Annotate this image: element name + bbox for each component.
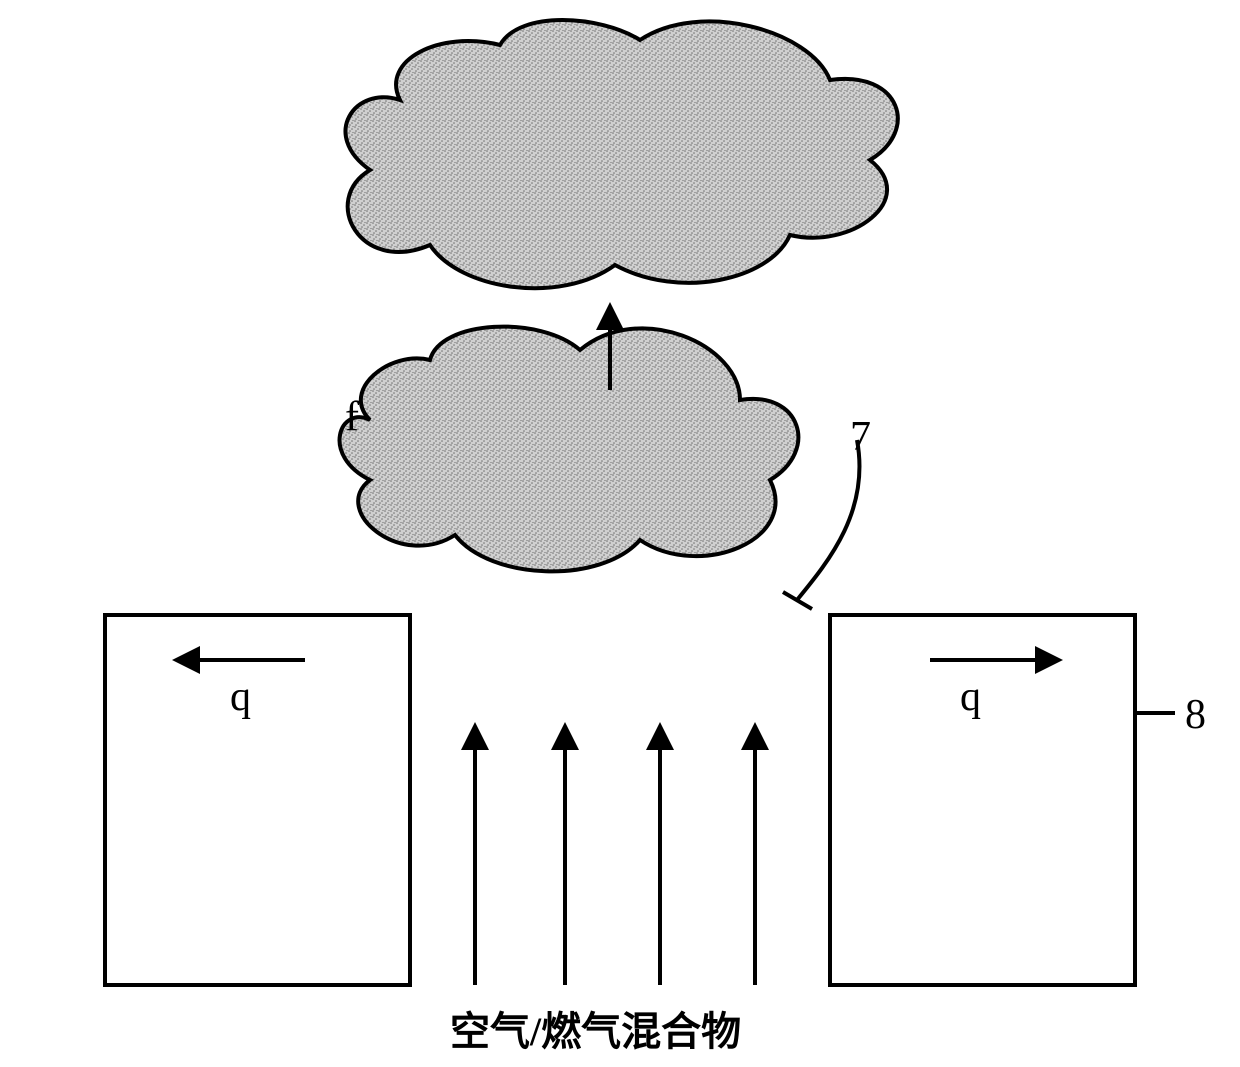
pointer-7-curve [797,440,860,600]
label-q-left: q [230,674,251,720]
diagram-canvas: f 7 8 q q 空气/燃气混合物 [0,0,1240,1067]
label-bottom-caption: 空气/燃气混合物 [450,1009,741,1054]
box-left [105,615,410,985]
cloud-upper [346,20,898,288]
label-7: 7 [850,414,871,460]
box-right [830,615,1135,985]
label-8: 8 [1185,692,1206,738]
label-f: f [345,394,359,440]
cloud-lower [340,327,799,572]
label-q-right: q [960,674,981,720]
upflow-arrows [475,730,755,985]
pointer-7-tick [783,592,812,609]
